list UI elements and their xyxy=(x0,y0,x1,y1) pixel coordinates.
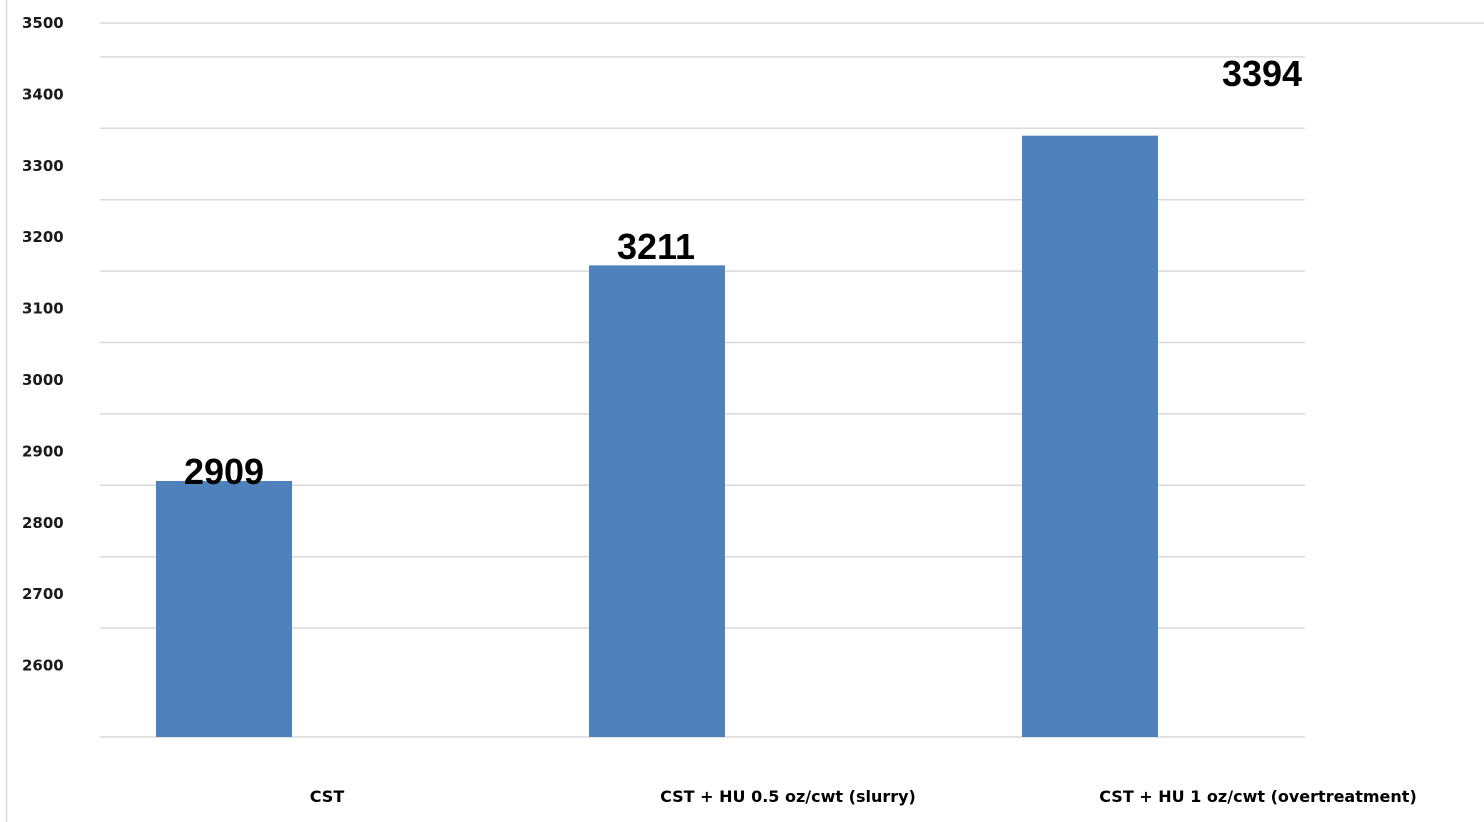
y-axis-tick-labels: 2600 2700 2800 2900 3000 3100 3200 3300 3400 3500 xyxy=(22,14,64,675)
data-labels: 2909 3211 3394 xyxy=(184,53,1302,492)
y-tick-label: 3200 xyxy=(22,228,64,246)
y-tick-label: 3100 xyxy=(22,300,64,318)
data-label: 3394 xyxy=(1222,53,1302,94)
x-axis-category-labels: CST CST + HU 0.5 oz/cwt (slurry) CST + HU … xyxy=(310,787,1417,806)
y-tick-label: 2900 xyxy=(22,442,64,460)
bar xyxy=(589,265,725,737)
x-category-label: CST + HU 1 oz/cwt (overtreatment) xyxy=(1099,787,1417,806)
y-tick-label: 3500 xyxy=(22,14,64,32)
bar xyxy=(156,480,292,737)
x-category-label: CST + HU 0.5 oz/cwt (slurry) xyxy=(660,787,916,806)
gridlines xyxy=(100,22,1484,738)
y-tick-label: 3300 xyxy=(22,157,64,175)
bars xyxy=(156,135,1158,737)
data-label: 3211 xyxy=(617,226,695,267)
y-tick-label: 3000 xyxy=(22,371,64,389)
x-category-label: CST xyxy=(310,787,345,806)
y-tick-label: 2800 xyxy=(22,514,64,532)
y-tick-label: 2700 xyxy=(22,585,64,603)
y-tick-label: 3400 xyxy=(22,85,64,103)
data-label: 2909 xyxy=(184,451,264,492)
bar xyxy=(1022,135,1158,737)
y-tick-label: 2600 xyxy=(22,657,64,675)
